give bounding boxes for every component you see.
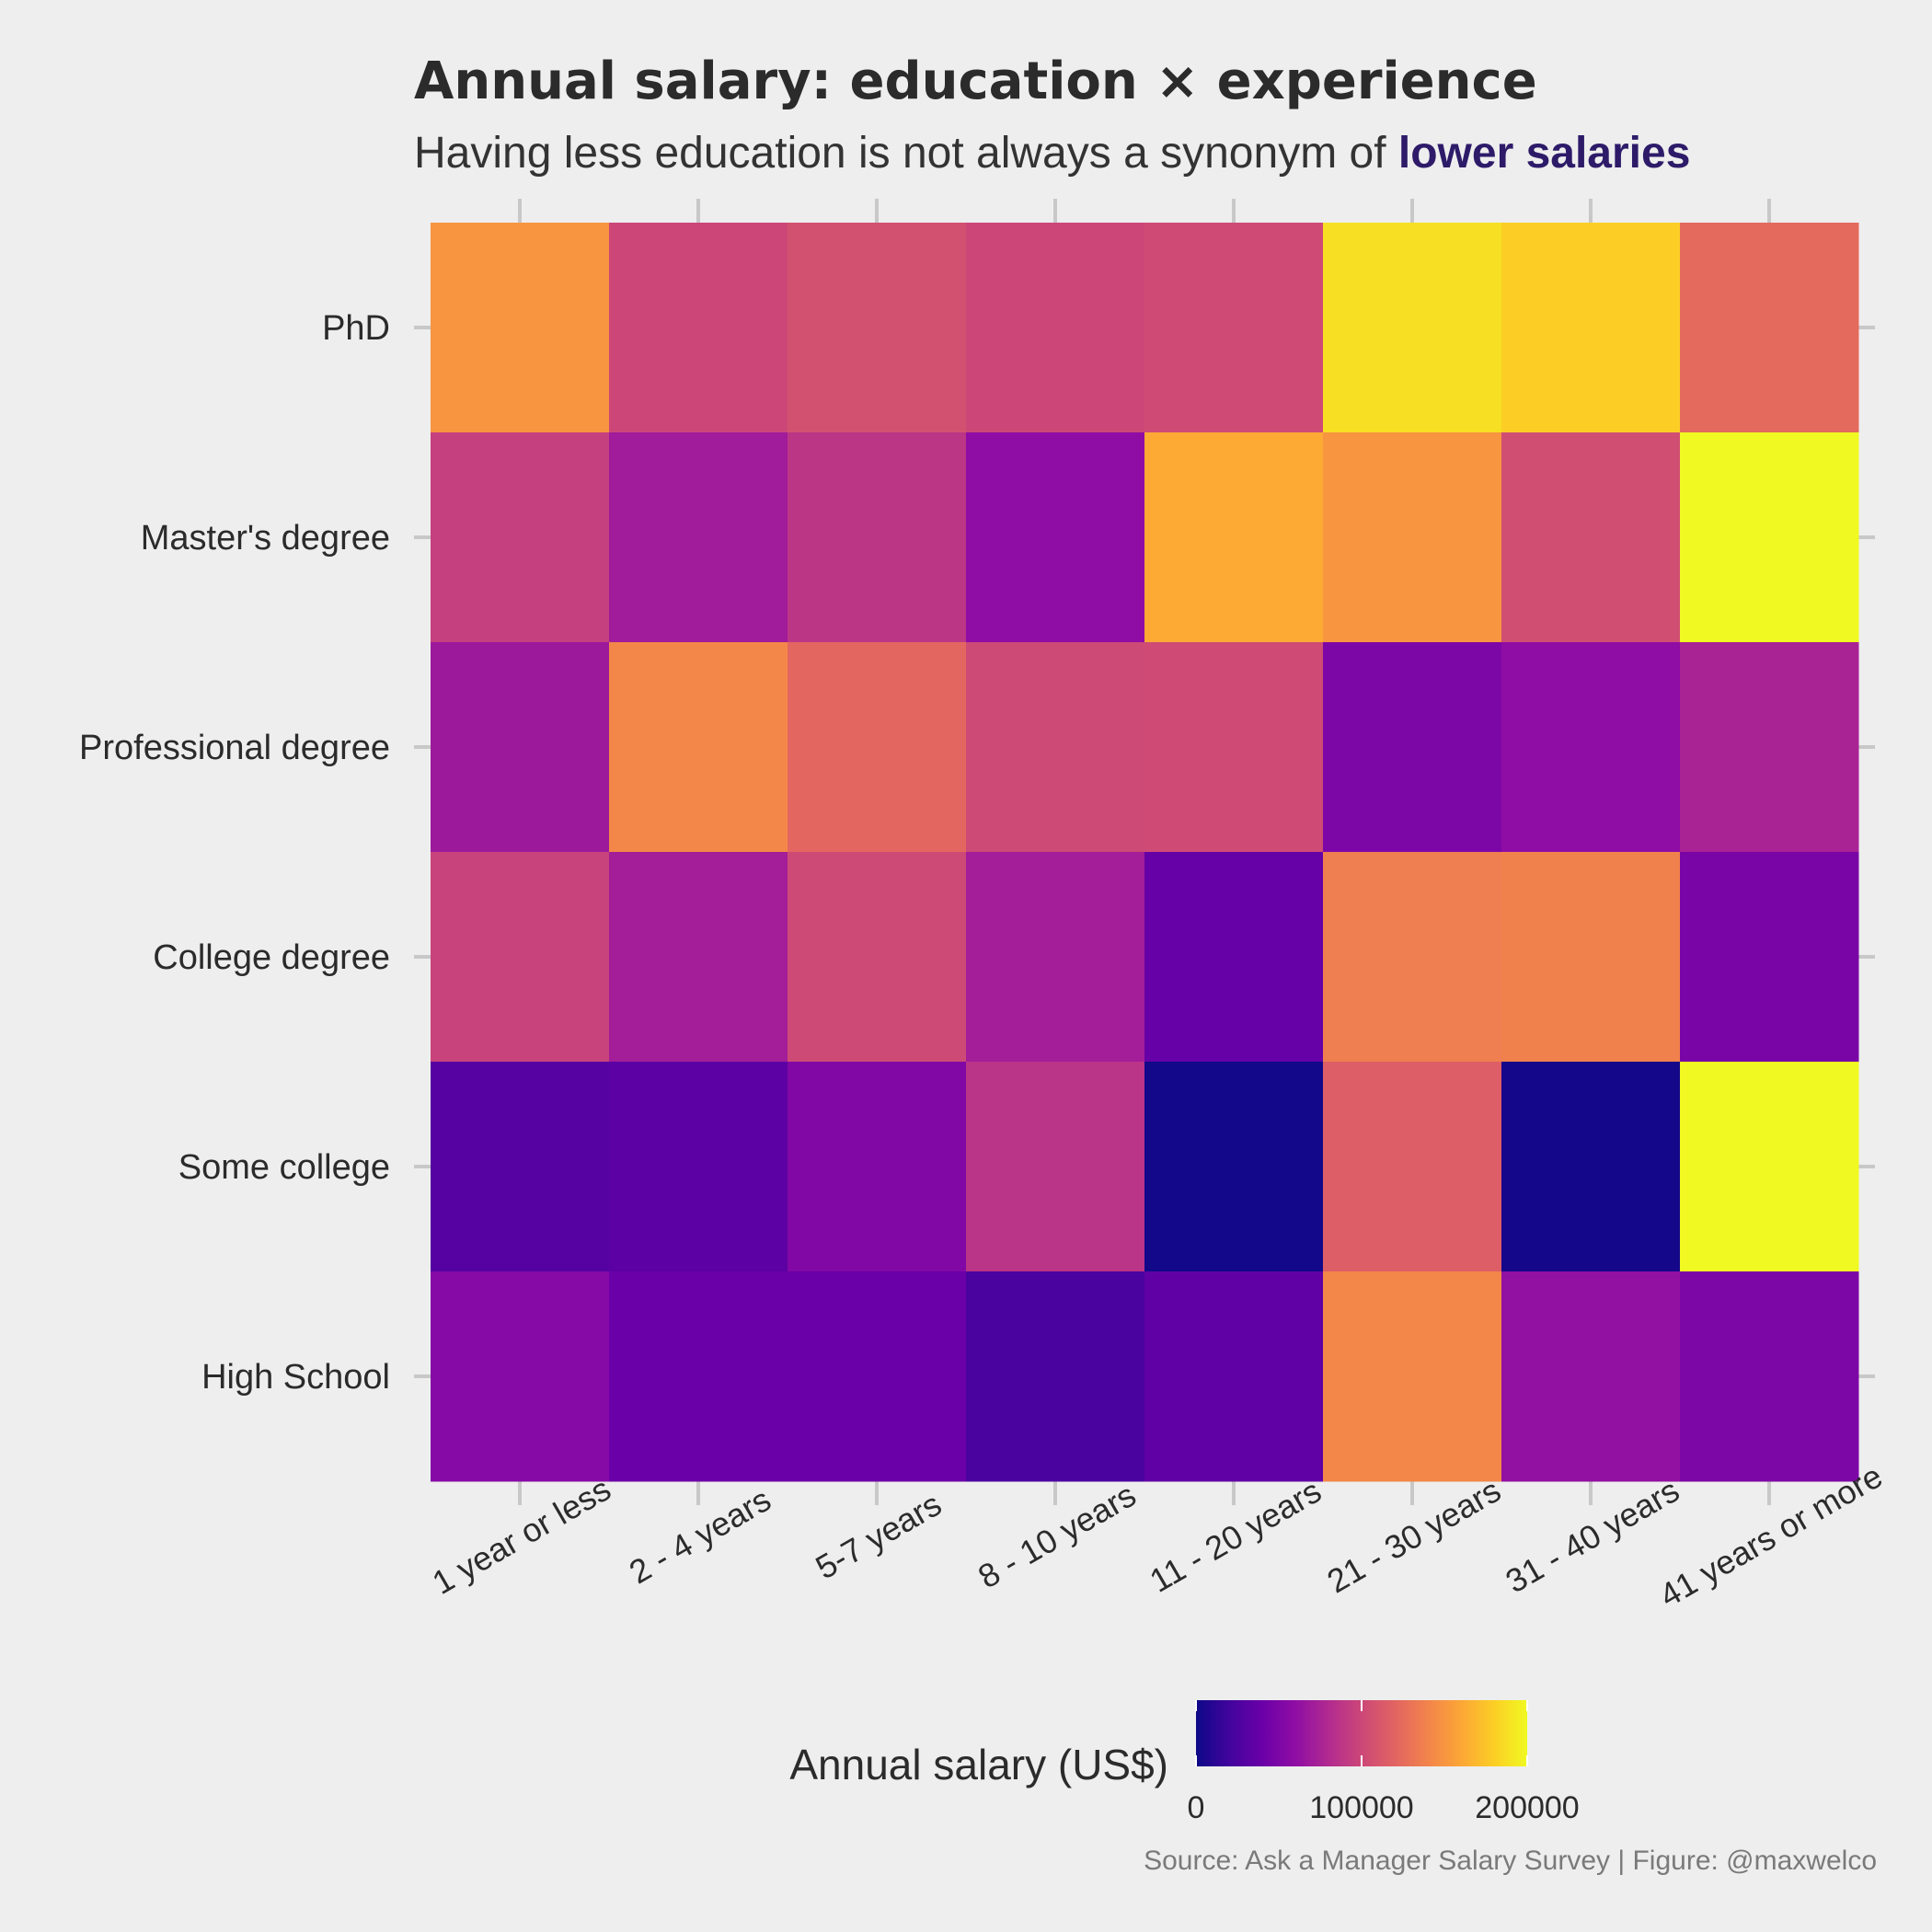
heatmap-cell [1144,432,1324,643]
heatmap-cell [609,642,788,853]
heatmap-cell [1323,642,1502,853]
y-tick-label: High School [201,1358,390,1397]
subtitle-text: Having less education is not always a sy… [414,129,1398,178]
y-tick-label: PhD [322,309,390,348]
heatmap-cell [1323,1062,1502,1272]
legend-ticks: 0 100000 200000 [1188,1700,1580,1825]
heatmap-cell [788,432,967,643]
y-tick-label: Master's degree [141,519,390,558]
chart-subtitle: Having less education is not always a sy… [414,129,1690,178]
heatmap-cell [1501,1062,1681,1272]
heatmap-cell [966,852,1145,1063]
heatmap-cell [1680,642,1859,853]
heatmap-cell [1680,432,1859,643]
heatmap-cell [1144,852,1324,1063]
heatmap-cell [431,852,610,1063]
heatmap-cell [609,432,788,643]
heatmap-cell [788,852,967,1063]
heatmap-cell [1501,1271,1681,1482]
heatmap-cell [788,223,967,433]
heatmap-cell [609,1062,788,1272]
heatmap-cell [1144,642,1324,853]
heatmap-cell [609,1271,788,1482]
heatmap-cell [1501,642,1681,853]
heatmap-cell [1680,1062,1859,1272]
heatmap-cell [1323,223,1502,433]
heatmap-cell [966,432,1145,643]
heatmap-cell [431,432,610,643]
heatmap-cell [1680,1271,1859,1482]
legend: Annual salary (US$) 0 100000 200000 [789,1700,1580,1825]
legend-tick-label: 200000 [1475,1790,1579,1825]
heatmap-cell [431,1062,610,1272]
legend-tick-label: 100000 [1309,1790,1413,1825]
caption: Source: Ask a Manager Salary Survey | Fi… [1144,1846,1877,1876]
heatmap-cell [609,852,788,1063]
heatmap-cell [788,1062,967,1272]
heatmap-cell [966,642,1145,853]
heatmap-cell [966,223,1145,433]
subtitle-highlight: lower salaries [1398,129,1691,178]
y-tick-label: Professional degree [79,729,390,767]
chart-title: Annual salary: education × experience [414,52,1537,111]
heatmap-cell [1323,852,1502,1063]
axis-ticks [414,199,1875,1505]
heatmap-cell [1680,223,1859,433]
heatmap-cell [1144,223,1324,433]
heatmap-cell [1501,223,1681,433]
heatmap-cell [431,642,610,853]
heatmap-cell [1501,852,1681,1063]
heatmap-cell [1501,432,1681,643]
y-axis-labels: PhD Master's degree Professional degree Col… [79,309,390,1397]
heatmap-cell [1680,852,1859,1063]
heatmap-cell [609,223,788,433]
heatmap-cell [431,223,610,433]
heatmap-cell [788,642,967,853]
y-tick-label: Some college [178,1148,390,1187]
heatmap-cell [1144,1062,1324,1272]
heatmap-cell [788,1271,967,1482]
heatmap-cell [431,1271,610,1482]
legend-tick-label: 0 [1188,1790,1205,1825]
heatmap-cell [1323,1271,1502,1482]
heatmap-cell [1323,432,1502,643]
heatmap-cell [1144,1271,1324,1482]
y-tick-label: College degree [153,938,390,977]
heatmap-cell [966,1271,1145,1482]
heatmap-cells [431,223,1859,1482]
legend-title: Annual salary (US$) [789,1741,1168,1788]
heatmap-cell [966,1062,1145,1272]
